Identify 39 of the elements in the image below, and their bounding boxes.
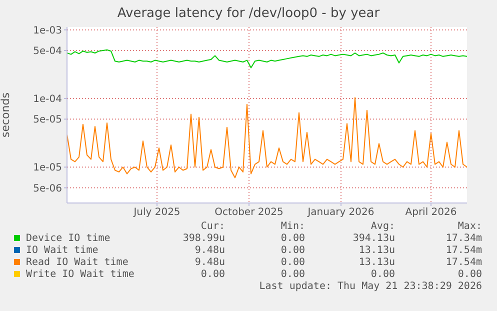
text: 0.00 (280, 269, 305, 280)
legend-label: Device IO time (26, 233, 110, 244)
y-tick-label: 5e-04 (33, 46, 62, 58)
y-tick-label: 1e-03 (33, 25, 62, 36)
text: Last update: Thu May 21 23:38:29 2026 (259, 281, 482, 292)
legend-label: Write IO Wait time (26, 269, 134, 280)
text: Avg: (370, 221, 395, 232)
text: 9.48u (194, 245, 225, 256)
chart-title: Average latency for /dev/loop0 - by year (116, 6, 381, 21)
y-tick-label: 1e-04 (33, 94, 62, 106)
text: 13.13u (358, 257, 395, 268)
text: 17.54m (446, 245, 482, 256)
text: 394.13u (352, 233, 395, 244)
text: 0.00 (280, 257, 305, 268)
text: Cur: (200, 221, 225, 232)
text: 17.54m (446, 257, 482, 268)
x-tick-label: October 2025 (214, 207, 284, 218)
text: 13.13u (358, 245, 395, 256)
text: Min: (280, 221, 305, 232)
legend-label: Read IO Wait time (26, 257, 128, 268)
text: 398.99u (182, 233, 225, 244)
text: 17.34m (446, 233, 482, 244)
x-tick-label: April 2026 (405, 207, 457, 218)
text: 0.00 (370, 269, 395, 280)
text: Max: (458, 221, 482, 232)
text: 0.00 (280, 245, 305, 256)
text: 0.00 (280, 233, 305, 244)
y-tick-label: 1e-05 (33, 162, 62, 174)
text: 0.00 (458, 269, 482, 280)
text: 9.48u (194, 257, 225, 268)
x-tick-label: July 2025 (132, 207, 180, 218)
legend-label: IO Wait time (26, 245, 98, 256)
y-axis-title: seconds (0, 92, 12, 138)
y-tick-label: 5e-05 (33, 114, 62, 126)
y-tick-label: 5e-06 (33, 183, 62, 194)
text: 0.00 (200, 269, 225, 280)
line-series (67, 97, 467, 178)
x-tick-label: January 2026 (306, 207, 374, 218)
line-series (67, 49, 467, 68)
